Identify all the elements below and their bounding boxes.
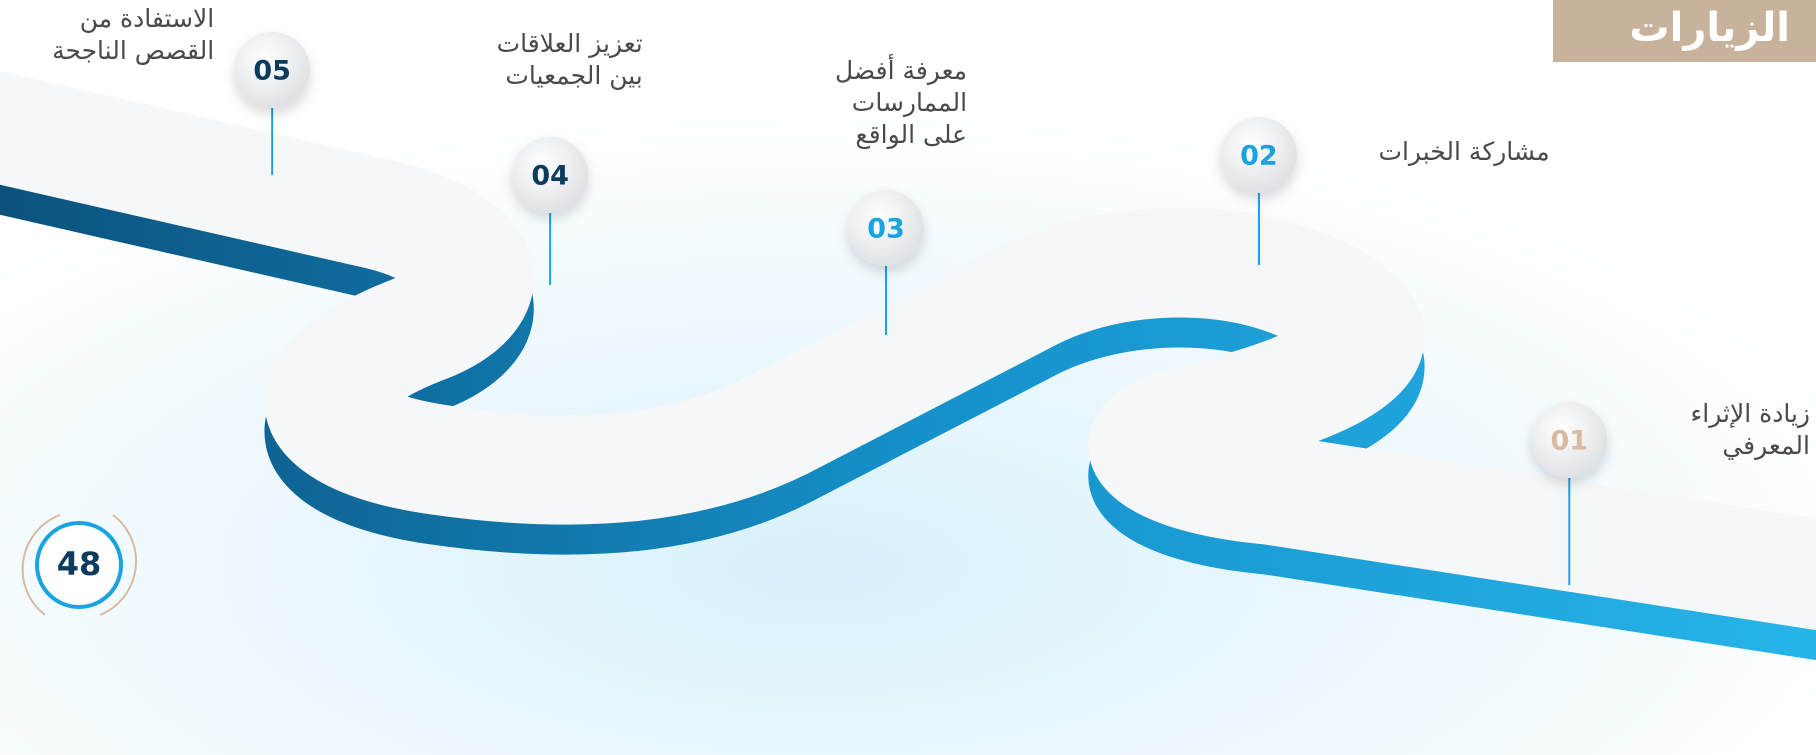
step-label: على الواقع [855,120,967,150]
step-number: 05 [253,56,291,87]
step-label: زيادة الإثراء [1691,399,1810,428]
page-number: 48 [57,545,102,583]
step-label: المعرفي [1722,431,1810,460]
step-number: 02 [1240,141,1278,172]
step-label: مشاركة الخبرات [1378,137,1549,166]
step-label: بين الجمعيات [505,61,642,90]
page: الزيارات 48 01 زيادة الإثراء المعرفي 02 مشار… [0,0,1816,755]
step-label: تعزيز العلاقات [497,29,643,58]
step-label: الممارسات [852,88,967,117]
header-title: الزيارات [1629,5,1790,51]
infographic: الزيارات 48 01 زيادة الإثراء المعرفي 02 مشار… [0,0,1816,755]
step-number: 04 [531,161,569,192]
step-number: 03 [867,214,905,245]
step-label: القصص الناجحة [52,36,214,65]
step-number: 01 [1551,426,1589,457]
step-label: معرفة أفضل [835,53,967,85]
step-label: الاستفادة من [80,4,215,33]
